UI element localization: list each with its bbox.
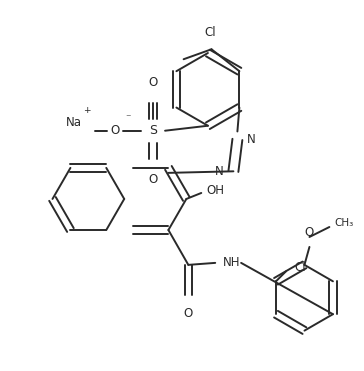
Text: O: O: [305, 226, 314, 239]
Text: S: S: [149, 124, 157, 137]
Text: O: O: [111, 124, 120, 137]
Text: O: O: [149, 173, 158, 186]
Text: ⁻: ⁻: [125, 113, 131, 123]
Text: N: N: [215, 165, 223, 178]
Text: Na: Na: [66, 116, 82, 129]
Text: NH: NH: [223, 256, 241, 269]
Text: O: O: [149, 76, 158, 89]
Text: N: N: [248, 133, 256, 146]
Text: +: +: [83, 106, 91, 115]
Text: Cl: Cl: [204, 26, 216, 39]
Text: OH: OH: [206, 184, 224, 197]
Text: CH₃: CH₃: [335, 218, 353, 228]
Text: O: O: [184, 307, 193, 320]
Text: Cl: Cl: [294, 261, 305, 274]
